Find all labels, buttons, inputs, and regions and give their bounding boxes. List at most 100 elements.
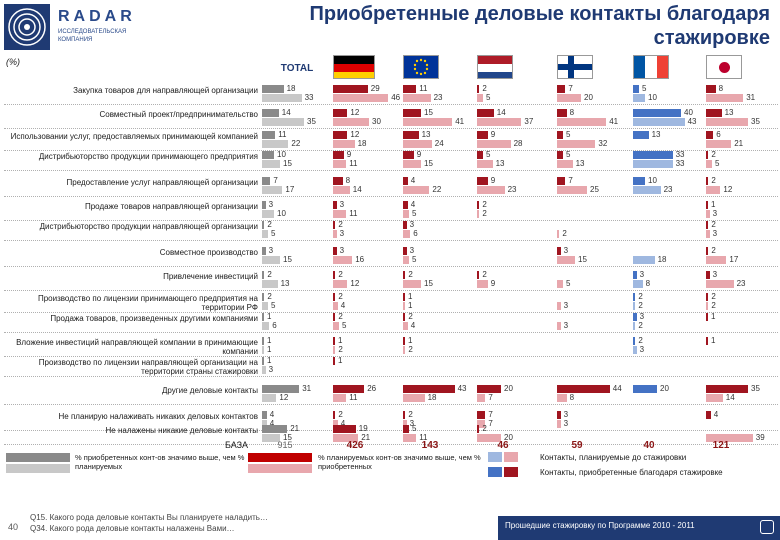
bar-acquired: [262, 385, 300, 393]
label-planned: 28: [513, 139, 523, 148]
bar-acquired: [706, 337, 708, 345]
label-acquired: 10: [648, 176, 657, 185]
bar-planned: [403, 140, 432, 148]
bar-planned: [557, 280, 563, 288]
bar-acquired: [403, 337, 405, 345]
label-acquired: 3: [639, 270, 645, 279]
label-acquired: 1: [267, 312, 272, 321]
flag-japan-icon: [706, 55, 742, 79]
label-planned: 2: [562, 229, 567, 238]
row-label: Продаже товаров направляющей организации: [84, 202, 258, 211]
bar-planned: [477, 280, 488, 288]
label-acquired: 3: [339, 246, 345, 255]
bar-planned: [557, 256, 575, 264]
label-planned: 6: [272, 321, 277, 330]
bar-planned: [706, 256, 727, 264]
label-planned: 11: [419, 433, 428, 442]
label-acquired: 2: [338, 312, 343, 321]
label-planned: 18: [357, 139, 367, 148]
bar-planned: [262, 94, 302, 102]
footer-bar: [498, 516, 780, 540]
flag-finland-icon: [557, 55, 593, 79]
label-acquired: 12: [350, 130, 360, 139]
bar-acquired: [403, 85, 417, 93]
bar-planned: [706, 118, 748, 126]
label-acquired: 44: [612, 384, 622, 393]
label-acquired: 9: [490, 176, 496, 185]
label-acquired: 1: [267, 336, 272, 345]
bar-planned: [262, 346, 264, 354]
legend-swatch-acquired-red: [248, 453, 312, 462]
row-label: Вложение инвестиций направляющей компани…: [16, 338, 258, 356]
base-label: БАЗА: [225, 440, 249, 450]
bar-planned: [403, 186, 430, 194]
label-acquired: 14: [281, 108, 291, 117]
bar-planned: [403, 420, 407, 428]
label-acquired: 6: [716, 130, 721, 139]
label-acquired: 8: [569, 108, 575, 117]
bar-acquired: [403, 151, 414, 159]
bar-acquired: [262, 313, 264, 321]
row-separator: [4, 150, 778, 151]
row-label: Продажа товаров, произведенных другими к…: [50, 314, 258, 323]
bar-acquired: [333, 271, 336, 279]
bar-acquired: [262, 357, 264, 365]
label-acquired: 2: [482, 424, 487, 433]
label-acquired: 1: [267, 356, 272, 365]
label-planned: 9: [490, 279, 496, 288]
bar-planned: [477, 140, 511, 148]
bar-planned: [333, 160, 347, 168]
bar-acquired: [262, 177, 271, 185]
label-acquired: 7: [568, 84, 573, 93]
label-planned: 33: [304, 93, 314, 102]
label-acquired: 33: [675, 150, 685, 159]
label-planned: 6: [413, 229, 418, 238]
row-separator: [4, 196, 778, 197]
base-value-france: 40: [643, 440, 655, 451]
label-planned: 23: [736, 279, 746, 288]
brand-subtitle: ИССЛЕДОВАТЕЛЬСКАЯ КОМПАНИЯ: [58, 29, 127, 43]
label-planned: 5: [342, 321, 347, 330]
col-head-total: TOTAL: [280, 63, 314, 74]
bar-planned: [706, 434, 753, 442]
bar-acquired: [557, 131, 563, 139]
bar-planned: [477, 210, 480, 218]
label-acquired: 8: [345, 176, 351, 185]
label-acquired: 14: [496, 108, 506, 117]
bar-acquired: [633, 271, 637, 279]
label-acquired: 15: [424, 108, 433, 117]
bar-planned: [262, 118, 304, 126]
bar-acquired: [706, 247, 709, 255]
label-acquired: 2: [408, 312, 413, 321]
base-value-eu: 143: [421, 440, 439, 451]
label-planned: 14: [352, 185, 362, 194]
label-acquired: 4: [269, 410, 275, 419]
bar-acquired: [477, 85, 480, 93]
label-planned: 4: [410, 321, 416, 330]
bar-planned: [403, 280, 421, 288]
bar-planned: [262, 230, 268, 238]
bar-planned: [557, 420, 561, 428]
bar-acquired: [262, 109, 279, 117]
label-planned: 5: [486, 93, 491, 102]
bar-planned: [706, 302, 709, 310]
label-acquired: 1: [338, 356, 343, 365]
label-planned: 5: [566, 279, 571, 288]
bar-planned: [262, 160, 280, 168]
bar-acquired: [706, 131, 714, 139]
bar-planned: [403, 434, 417, 442]
label-acquired: 20: [504, 384, 513, 393]
bar-planned: [633, 280, 643, 288]
label-planned: 2: [638, 321, 643, 330]
label-planned: 2: [482, 209, 487, 218]
bar-acquired: [333, 337, 335, 345]
bar-acquired: [633, 177, 645, 185]
bar-acquired: [333, 385, 365, 393]
legend-swatch-planned-gray: [6, 464, 70, 473]
bar-acquired: [633, 337, 636, 345]
label-acquired: 3: [339, 200, 345, 209]
row-separator: [4, 332, 778, 333]
bar-acquired: [706, 411, 711, 419]
label-acquired: 4: [410, 200, 416, 209]
label-acquired: 18: [286, 84, 296, 93]
